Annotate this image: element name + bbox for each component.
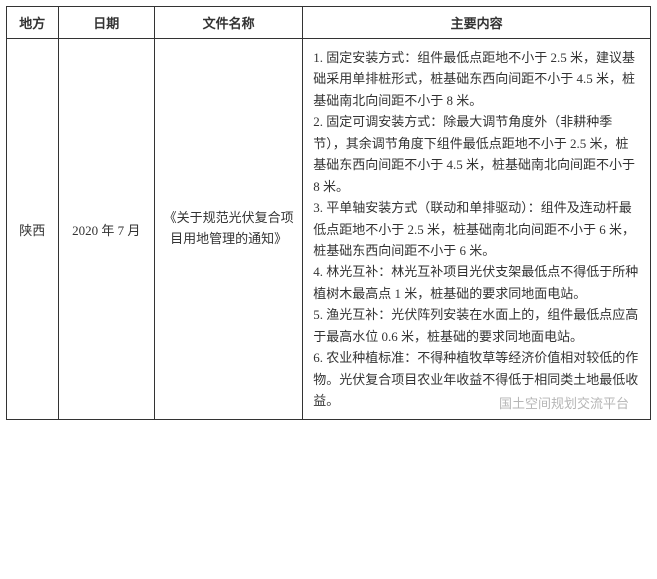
table-header: 地方 日期 文件名称 主要内容 [7, 7, 651, 39]
col-header-region: 地方 [7, 7, 59, 39]
cell-docname: 《关于规范光伏复合项目用地管理的通知》 [155, 39, 303, 420]
cell-date: 2020 年 7 月 [58, 39, 155, 420]
cell-region: 陕西 [7, 39, 59, 420]
col-header-date: 日期 [58, 7, 155, 39]
col-header-docname: 文件名称 [155, 7, 303, 39]
col-header-content: 主要内容 [303, 7, 651, 39]
table-row: 陕西 2020 年 7 月 《关于规范光伏复合项目用地管理的通知》 1. 固定安… [7, 39, 651, 420]
policy-table: 地方 日期 文件名称 主要内容 陕西 2020 年 7 月 《关于规范光伏复合项… [6, 6, 651, 420]
cell-content: 1. 固定安装方式：组件最低点距地不小于 2.5 米，建议基础采用单排桩形式，桩… [303, 39, 651, 420]
